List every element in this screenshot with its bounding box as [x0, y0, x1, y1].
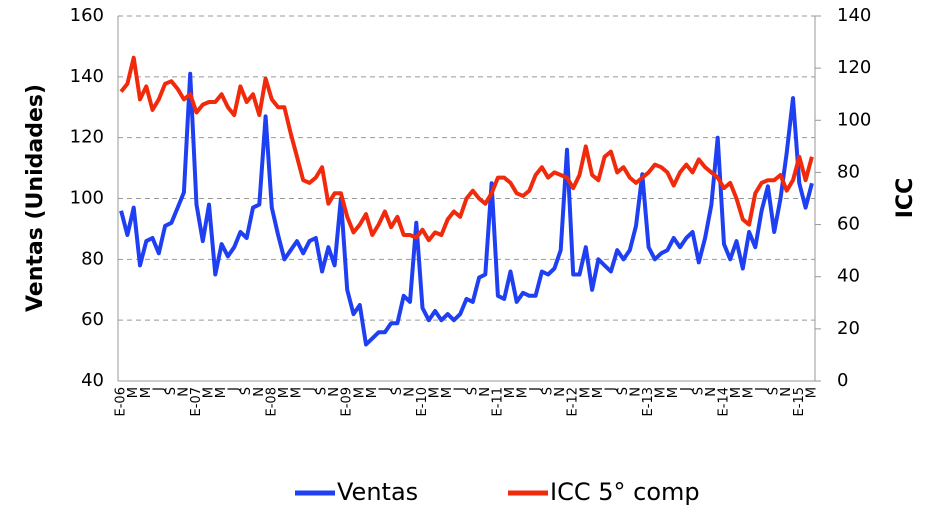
x-tick-label: N: [176, 387, 191, 397]
x-tick-label: N: [629, 387, 644, 397]
y-axis-label: Ventas (Unidades): [23, 84, 48, 312]
x-tick-label: J: [302, 387, 317, 392]
y-tick-label: 80: [81, 248, 104, 269]
x-tick-label: S: [239, 387, 254, 395]
x-tick-label: M: [202, 387, 217, 398]
x-tick-label: S: [465, 387, 480, 395]
x-tick-label: M: [428, 387, 443, 398]
legend-label: ICC 5° comp: [550, 478, 700, 506]
y2-tick-label: 20: [837, 318, 860, 339]
x-tick-label: N: [478, 387, 493, 397]
x-tick-label: M: [214, 387, 229, 398]
x-tick-label: S: [616, 387, 631, 395]
x-tick-label: E-11: [490, 387, 505, 416]
x-tick-label: J: [679, 387, 694, 392]
x-tick-label: M: [516, 387, 531, 398]
y2-axis-label: ICC: [893, 178, 918, 218]
x-tick-label: S: [767, 387, 782, 395]
x-tick-label: M: [126, 387, 141, 398]
x-tick-label: E-14: [716, 387, 731, 416]
series-line: [119, 55, 814, 243]
x-tick-label: E-15: [792, 387, 807, 416]
legend-label: Ventas: [337, 478, 418, 506]
x-tick-label: M: [591, 387, 606, 398]
x-tick-label: M: [742, 387, 757, 398]
x-tick-label: M: [666, 387, 681, 398]
y2-tick-label: 0: [837, 370, 848, 391]
x-tick-label: J: [453, 387, 468, 392]
x-tick-label: J: [754, 387, 769, 392]
x-tick-label: N: [402, 387, 417, 397]
x-tick-label: M: [289, 387, 304, 398]
x-tick-label: N: [779, 387, 794, 397]
x-tick-label: E-06: [114, 387, 129, 416]
x-tick-label: N: [553, 387, 568, 397]
y-tick-label: 160: [70, 5, 104, 26]
y2-tick-label: 80: [837, 161, 860, 182]
x-tick-label: J: [151, 387, 166, 392]
x-tick-label: J: [377, 387, 392, 392]
x-tick-label: S: [164, 387, 179, 395]
x-tick-label: M: [352, 387, 367, 398]
y2-tick-label: 100: [837, 109, 871, 130]
y-tick-label: 60: [81, 309, 104, 330]
x-tick-label: S: [541, 387, 556, 395]
x-tick-label: J: [227, 387, 242, 392]
x-tick-label: S: [315, 387, 330, 395]
x-tick-label: N: [704, 387, 719, 397]
series-line: [119, 71, 814, 347]
x-tick-label: E-12: [566, 387, 581, 416]
x-tick-label: N: [252, 387, 267, 397]
y-tick-label: 100: [70, 188, 104, 209]
x-tick-label: M: [277, 387, 292, 398]
y-tick-label: 140: [70, 66, 104, 87]
x-tick-label: E-08: [264, 387, 279, 416]
y2-tick-label: 60: [837, 214, 860, 235]
x-tick-label: M: [503, 387, 518, 398]
x-tick-label: J: [603, 387, 618, 392]
x-tick-label: N: [327, 387, 342, 397]
y-tick-label: 120: [70, 127, 104, 148]
x-tick-label: M: [578, 387, 593, 398]
x-tick-label: S: [691, 387, 706, 395]
x-tick-label: E-09: [340, 387, 355, 416]
x-tick-label: M: [440, 387, 455, 398]
x-tick-label: S: [390, 387, 405, 395]
x-tick-label: E-13: [641, 387, 656, 416]
x-tick-label: E-07: [189, 387, 204, 416]
y-tick-label: 40: [81, 370, 104, 391]
x-tick-label: M: [804, 387, 819, 398]
x-tick-label: M: [654, 387, 669, 398]
y2-tick-label: 40: [837, 266, 860, 287]
y2-tick-label: 140: [837, 5, 871, 26]
y2-tick-label: 120: [837, 57, 871, 78]
x-tick-label: M: [139, 387, 154, 398]
x-tick-label: J: [528, 387, 543, 392]
x-tick-label: M: [365, 387, 380, 398]
x-tick-label: E-10: [415, 387, 430, 416]
x-tick-label: M: [729, 387, 744, 398]
